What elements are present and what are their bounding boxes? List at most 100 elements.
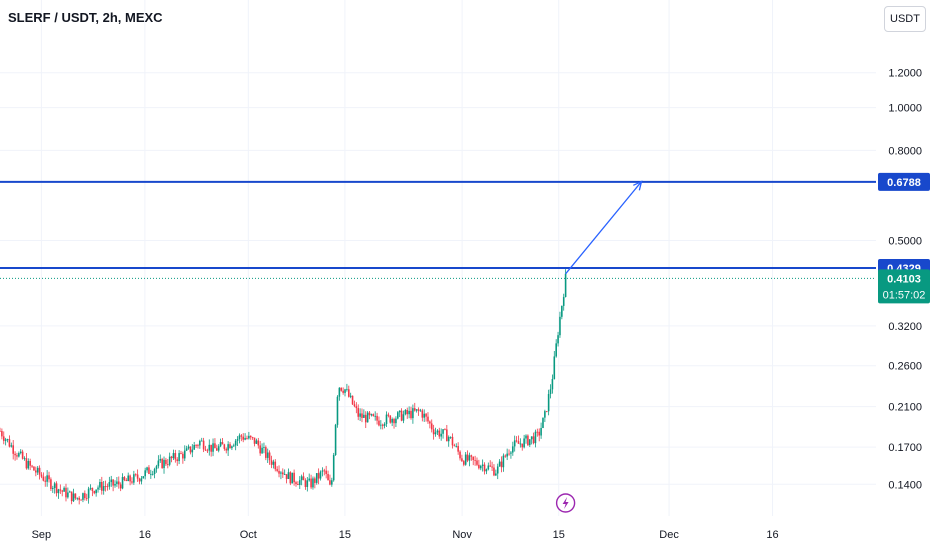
candle-up	[212, 443, 214, 452]
candle-up	[168, 456, 171, 465]
candle-up	[374, 415, 376, 417]
symbol-title[interactable]: SLERF / USDT, 2h, MEXC	[8, 10, 163, 25]
time-tick-label: 15	[339, 529, 351, 541]
candle-down	[50, 479, 52, 489]
candle-down	[129, 475, 131, 482]
candle-up	[27, 460, 30, 469]
candle-up	[227, 444, 229, 451]
candle-up	[157, 460, 160, 467]
time-tick-label: 15	[553, 529, 565, 541]
candle-down	[182, 453, 184, 459]
candle-down	[400, 410, 403, 421]
candle-down	[355, 406, 358, 409]
candle-down	[381, 424, 384, 426]
candle-up	[57, 489, 60, 494]
candle-up	[496, 466, 499, 474]
candle-down	[106, 486, 109, 488]
candle-up	[287, 472, 290, 479]
candle-down	[125, 479, 128, 482]
candle-down	[342, 390, 344, 393]
candle-down	[536, 431, 539, 433]
candle-up	[187, 446, 190, 449]
candle-up	[300, 476, 303, 481]
candle-down	[461, 458, 463, 462]
time-axis[interactable]: Sep 16 Oct 15 Nov 15 Dec 16	[32, 529, 779, 541]
candle-up	[419, 410, 422, 412]
candle-up	[551, 379, 554, 390]
candle-down	[304, 480, 307, 487]
candle-up	[200, 440, 203, 442]
candle-down	[29, 460, 31, 466]
candle-up	[312, 478, 314, 488]
candle-down	[138, 478, 141, 482]
candle-down	[59, 489, 62, 491]
candle-up	[36, 467, 39, 473]
candle-down	[314, 478, 316, 483]
candle-down	[31, 465, 33, 467]
candle-down	[517, 441, 520, 444]
candle-up	[116, 481, 118, 484]
candle-up	[263, 447, 265, 448]
candle-up	[315, 473, 318, 483]
candle-down	[364, 414, 367, 423]
candle-up	[485, 469, 488, 472]
candle-up	[562, 297, 565, 306]
candle-up	[412, 408, 414, 419]
candle-down	[84, 493, 86, 499]
price-axis[interactable]: 1.2000 1.0000 0.8000 0.5000 0.3200 0.2600 0.21…	[888, 68, 922, 492]
candle-down	[521, 443, 524, 448]
candle-up	[110, 479, 113, 483]
candle-up	[53, 483, 56, 489]
candle-down	[21, 451, 24, 459]
candle-up	[415, 409, 418, 411]
current-price-badge	[878, 269, 930, 304]
candle-down	[80, 499, 82, 501]
candle-down	[357, 408, 360, 417]
candle-down	[85, 498, 88, 499]
candle-up	[280, 472, 282, 474]
candle-down	[347, 389, 350, 397]
level-badge	[878, 172, 930, 191]
candle-down	[302, 476, 305, 481]
level-badge-label: 0.6788	[887, 177, 921, 189]
candle-up	[298, 480, 301, 485]
candle-down	[265, 447, 267, 458]
candle-up	[549, 389, 552, 395]
candle-down	[444, 429, 446, 431]
candle-down	[223, 444, 226, 449]
candle-up	[512, 446, 514, 453]
candle-up	[82, 493, 84, 500]
overlays: 0.4103 01:57:02	[0, 180, 930, 513]
candle-up	[144, 470, 146, 477]
candle-up	[383, 424, 386, 426]
candle-down	[446, 429, 448, 442]
candle-down	[393, 418, 395, 424]
candle-down	[268, 452, 271, 461]
candle-up	[530, 436, 533, 440]
currency-button[interactable]: USDT	[884, 6, 926, 32]
candle-up	[408, 410, 410, 415]
candle-up	[89, 487, 92, 489]
candle-down	[216, 448, 218, 451]
candle-up	[319, 471, 322, 479]
candle-up	[232, 445, 235, 447]
candle-up	[97, 487, 99, 490]
candle-up	[464, 454, 467, 465]
candle-up	[332, 454, 335, 481]
candle-down	[545, 411, 548, 412]
candle-down	[282, 472, 284, 475]
candle-down	[197, 445, 199, 447]
candle-up	[440, 433, 442, 437]
candle-up	[498, 461, 501, 467]
candle-up	[199, 440, 201, 446]
candle-down	[293, 472, 295, 483]
candle-up	[163, 459, 165, 469]
candle-down	[2, 436, 5, 441]
candle-up	[76, 497, 79, 499]
candle-down	[351, 395, 354, 405]
candle-up	[231, 446, 233, 449]
candle-up	[331, 480, 333, 485]
